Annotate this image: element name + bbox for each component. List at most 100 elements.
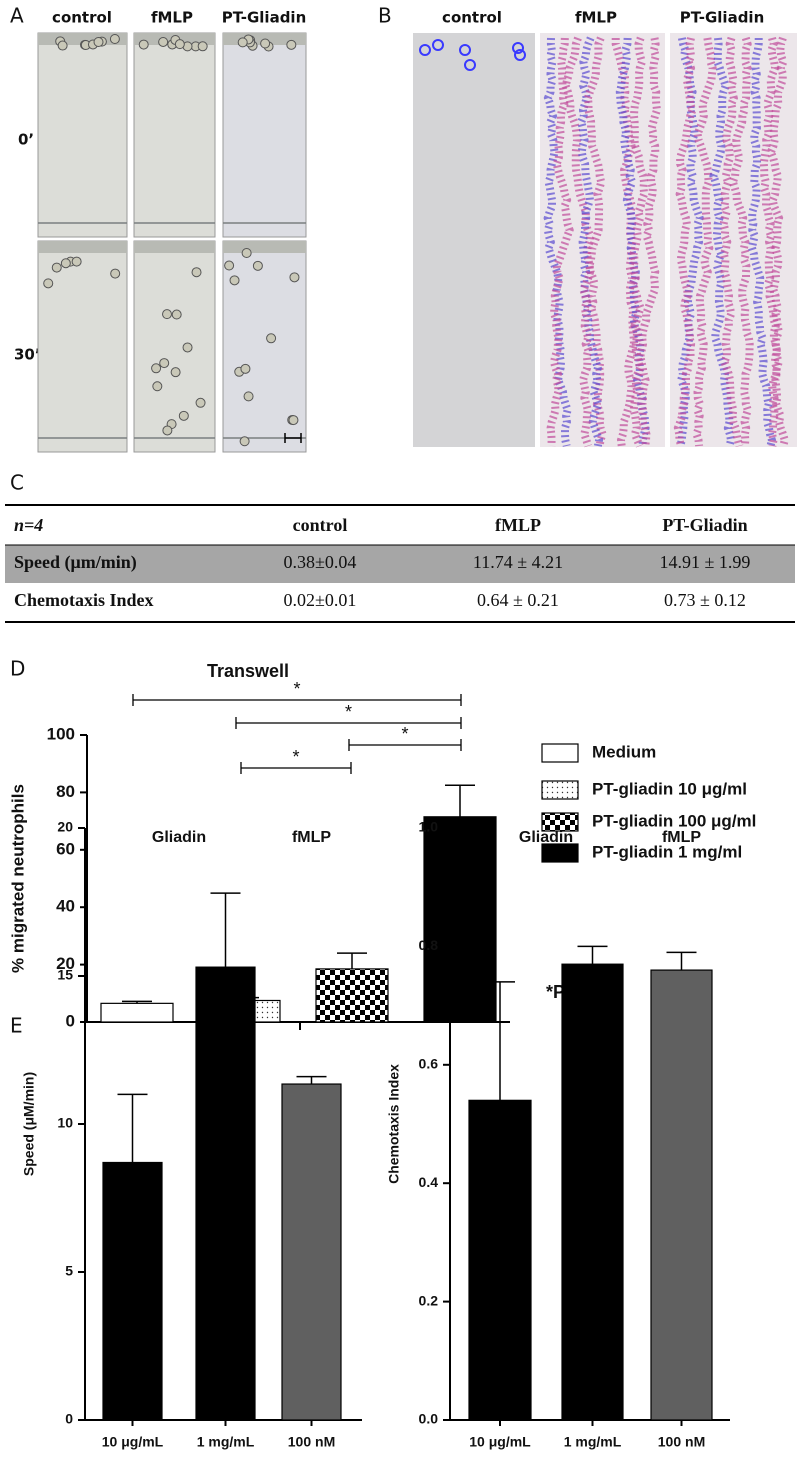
- track: [459, 44, 471, 56]
- micrographs: [37, 32, 307, 453]
- y-tick-label: 0: [65, 1411, 73, 1427]
- cell: [266, 333, 277, 344]
- significance-label: *: [401, 724, 408, 744]
- cell: [286, 39, 297, 50]
- y-tick-label: 0.8: [419, 937, 439, 953]
- table-cell: Speed (μm/min): [14, 552, 137, 573]
- y-tick-label: 80: [56, 782, 75, 801]
- bar: [315, 968, 389, 1023]
- cell: [260, 38, 271, 49]
- bar: [102, 1161, 163, 1421]
- track: [546, 37, 574, 447]
- table-cell: 0.73 ± 0.12: [664, 590, 746, 610]
- error-bar: [117, 1093, 148, 1163]
- table-cell: 11.74 ± 4.21: [473, 552, 563, 572]
- micrograph: [133, 240, 216, 453]
- bar: [281, 1083, 342, 1421]
- y-tick-label: 1.0: [419, 819, 439, 835]
- y-tick-label: 0.2: [419, 1292, 439, 1308]
- y-axis-label: Chemotaxis Index: [386, 1064, 402, 1184]
- cell: [252, 260, 263, 271]
- column-header: PT-Gliadin: [680, 9, 765, 27]
- cell: [159, 358, 170, 369]
- significance-label: *: [293, 679, 300, 699]
- cell: [43, 278, 54, 289]
- panel-label: A: [10, 4, 24, 28]
- bar: [468, 1099, 532, 1421]
- cell: [288, 415, 299, 426]
- x-tick-label: 1 mg/mL: [197, 1434, 255, 1450]
- cell: [109, 34, 120, 45]
- row-shade: [5, 545, 795, 583]
- y-tick-label: 20: [57, 819, 73, 835]
- significance-label: *: [292, 747, 299, 767]
- x-tick-label: 1 mg/mL: [564, 1434, 622, 1450]
- cell: [174, 39, 185, 50]
- y-tick-label: 60: [56, 839, 75, 858]
- x-tick-label: 10 μg/mL: [102, 1434, 164, 1450]
- y-axis-label: Speed (μM/min): [21, 1072, 37, 1176]
- track: [543, 37, 572, 447]
- error-bar: [210, 892, 241, 968]
- x-tick-label: 100 nM: [658, 1434, 705, 1450]
- channel-edge: [134, 241, 215, 253]
- significance-bracket: [132, 694, 462, 706]
- table-cell: 0.02±0.01: [284, 590, 357, 610]
- column-header: fMLP: [151, 9, 193, 27]
- track: [464, 59, 476, 71]
- error-bar: [296, 1075, 327, 1085]
- cell: [224, 260, 235, 271]
- group-label: Gliadin: [519, 829, 573, 846]
- legend-label: PT-gliadin 1 mg/ml: [592, 842, 742, 861]
- bar: [423, 816, 497, 1023]
- cell: [191, 267, 202, 278]
- track: [766, 36, 788, 447]
- y-tick-label: 0.0: [419, 1411, 439, 1427]
- error-bar: [577, 945, 608, 965]
- cell: [243, 391, 254, 402]
- track: [673, 37, 697, 448]
- bar: [650, 969, 713, 1421]
- cell: [289, 272, 300, 283]
- error-bar: [337, 952, 367, 969]
- cell: [162, 425, 173, 436]
- track: [512, 42, 524, 54]
- legend-label: PT-gliadin 10 μg/ml: [592, 779, 747, 798]
- cell: [57, 40, 68, 51]
- x-tick-label: 100 nM: [288, 1434, 335, 1450]
- bar: [561, 963, 624, 1421]
- table-header: PT-Gliadin: [662, 515, 747, 535]
- track: [561, 36, 607, 447]
- legend-swatch: [541, 743, 579, 763]
- cell: [195, 397, 206, 408]
- cell: [158, 36, 169, 47]
- y-tick-label: 0.4: [419, 1174, 439, 1190]
- group-label: fMLP: [662, 829, 701, 846]
- significance-label: *: [345, 702, 352, 722]
- track: [636, 37, 662, 447]
- cell: [170, 367, 181, 378]
- track: [576, 36, 604, 447]
- table-cell: Chemotaxis Index: [14, 590, 154, 610]
- panel-label: B: [378, 4, 392, 28]
- row-label: 30’: [14, 346, 41, 364]
- cell: [60, 258, 71, 269]
- track-image: [413, 33, 535, 447]
- y-tick-label: 10: [57, 1115, 73, 1131]
- panel-label: E: [10, 1014, 23, 1038]
- track: [692, 37, 717, 447]
- track: [419, 44, 431, 56]
- table-header: control: [293, 515, 348, 535]
- cell: [51, 262, 62, 273]
- track: [759, 36, 789, 448]
- column-header: control: [442, 9, 502, 27]
- error-bar: [445, 784, 475, 817]
- significance-bracket: [348, 739, 462, 751]
- cell: [71, 256, 82, 267]
- significance-bracket: [240, 762, 352, 774]
- column-header: fMLP: [575, 9, 617, 27]
- cell: [229, 275, 240, 286]
- track: [578, 36, 606, 448]
- track: [629, 36, 649, 448]
